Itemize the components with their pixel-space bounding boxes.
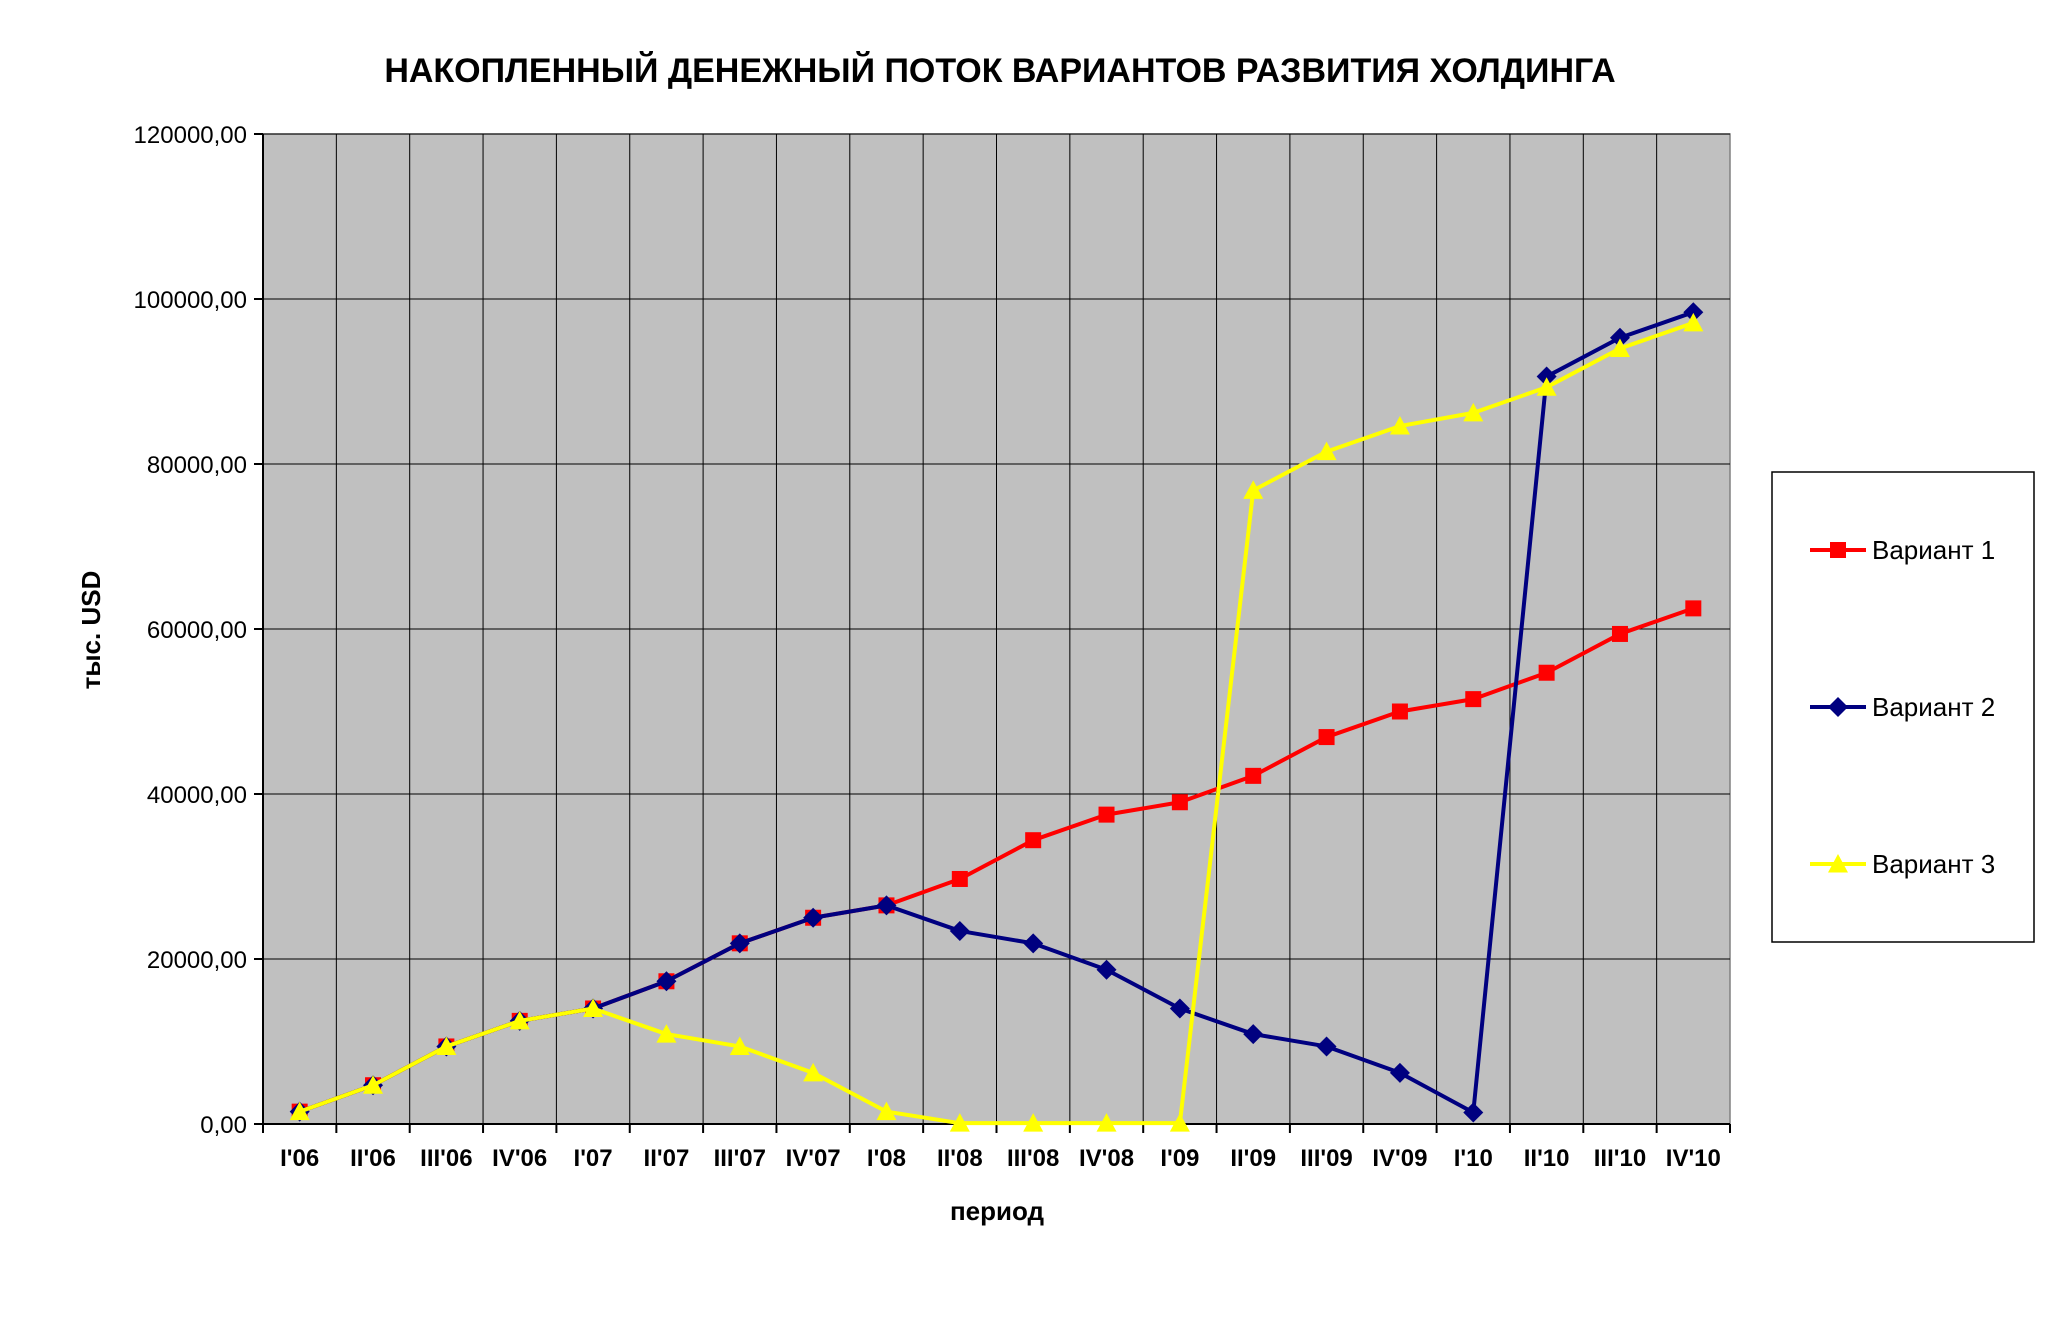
x-axis-ticks: I'06 II'06 III'06 IV'06 I'07 II'07 III'07 IV'07… [262,1124,1731,1172]
x-tick-label: I'06 [280,1145,319,1172]
series-1-point [1318,729,1335,746]
series-1-point [1391,703,1408,720]
y-tick-label: 20000,00 [147,947,247,974]
y-tick-label: 80000,00 [147,452,247,479]
y-tick-label: 40000,00 [147,782,247,809]
series-2-point [729,933,750,954]
legend-item-3: Вариант 3 [1810,849,1995,879]
legend-label: Вариант 3 [1872,849,1995,879]
x-tick-label: III'06 [420,1145,472,1172]
x-tick-label: III'08 [1007,1145,1059,1172]
series-2-point [1683,302,1704,323]
x-tick-label: II'07 [644,1145,690,1172]
x-tick-label: IV'09 [1372,1145,1427,1172]
chart-title: НАКОПЛЕННЫЙ ДЕНЕЖНЫЙ ПОТОК ВАРИАНТОВ РАЗ… [384,51,1615,90]
series-1-point [1465,691,1482,708]
series-3-point [1609,338,1630,357]
series-3-point [1096,1113,1117,1132]
series-layer [289,302,1704,1132]
series-3-point [876,1101,897,1121]
series-3-line [298,321,1694,1126]
series-2-point [1463,1102,1484,1123]
x-tick-label: II'06 [350,1145,396,1172]
x-tick-label: III'07 [714,1145,766,1172]
series-1-point [1025,832,1042,849]
y-tick-label: 0,00 [200,1112,247,1139]
series-1-point [1245,767,1262,784]
y-tick-label: 100000,00 [134,287,247,314]
series-3-point [436,1036,457,1055]
x-tick-label: IV'08 [1079,1145,1134,1172]
series-1-point [951,870,968,887]
series-2-point [1243,1024,1264,1045]
x-tick-label: II'08 [937,1145,983,1172]
series-2-point [876,895,897,916]
legend-item-2: Вариант 2 [1810,692,1995,722]
series-3-point [803,1062,824,1082]
series-3 [289,312,1704,1132]
series-3-point [1536,377,1557,396]
x-tick-label: I'07 [574,1145,613,1172]
series-2-point [1536,366,1557,387]
series-1-point [1538,664,1555,681]
series-3-point [1683,312,1704,332]
series-2-point [656,971,677,992]
series-3-point [363,1075,384,1094]
series-3-point [289,1101,310,1121]
series-3-point [729,1036,750,1055]
series-2-point [1389,1062,1410,1083]
series-3-point [1023,1113,1044,1132]
series-1-point [1098,806,1115,823]
y-axis-ticks: 0,00 20000,00 40000,00 60000,00 80000,00 1000… [134,122,263,1139]
series-2-point [949,920,970,941]
series-2-point [1023,933,1044,954]
series-3-point [583,998,604,1017]
series-2-point [803,907,824,928]
series-2-point [1609,327,1630,348]
series-1-point [1611,625,1628,642]
x-tick-label: III'10 [1594,1145,1646,1172]
series-1-point [1685,600,1702,617]
x-tick-label: I'09 [1160,1145,1199,1172]
legend-item-1: Вариант 1 [1810,535,1995,565]
legend-swatch-marker [1828,854,1848,873]
series-3-point [656,1024,677,1043]
series-2-point [1316,1036,1337,1057]
series-3-point [509,1010,530,1030]
x-axis-label: период [950,1196,1045,1226]
x-tick-label: III'09 [1300,1145,1352,1172]
legend-label: Вариант 1 [1872,535,1995,565]
x-tick-label: IV'07 [786,1145,841,1172]
series-1-point [1171,794,1188,811]
gridlines [263,133,1730,1125]
series-3-point [949,1113,970,1132]
series-2-point [1096,959,1117,980]
legend: Вариант 1 Вариант 2 Вариант 3 [1771,471,2035,943]
legend-label: Вариант 2 [1872,692,1995,722]
x-tick-label: II'09 [1230,1145,1276,1172]
series-3-point [1316,441,1337,461]
series-2-point [1169,998,1190,1019]
x-tick-label: IV'10 [1666,1145,1721,1172]
series-3-point [1169,1113,1190,1132]
y-axis-label: тыс. USD [76,571,106,690]
y-tick-label: 120000,00 [134,122,247,149]
series-3-point [1463,402,1484,422]
x-tick-label: IV'06 [492,1145,547,1172]
x-tick-label: I'10 [1454,1145,1493,1172]
y-tick-label: 60000,00 [147,617,247,644]
legend-swatch-marker [1830,542,1846,558]
series-3-point [1243,480,1264,499]
x-tick-label: I'08 [867,1145,906,1172]
x-tick-label: II'10 [1524,1145,1570,1172]
legend-swatch-marker [1828,697,1848,717]
series-3-point [1389,416,1410,435]
